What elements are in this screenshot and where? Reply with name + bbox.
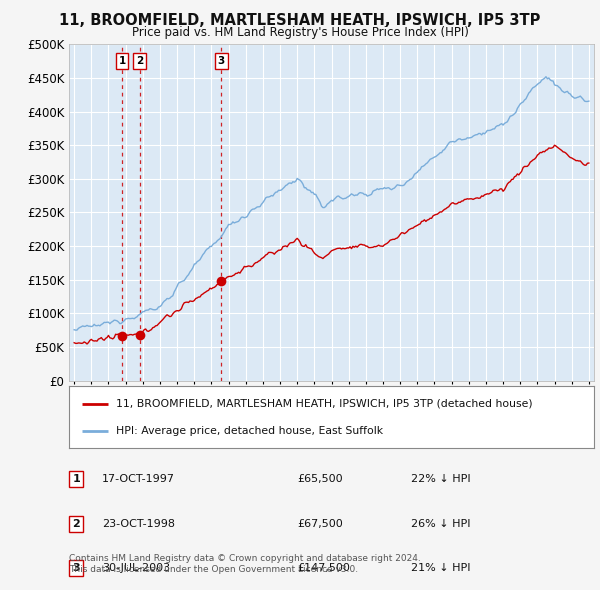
Text: 17-OCT-1997: 17-OCT-1997 [102, 474, 175, 484]
Text: 21% ↓ HPI: 21% ↓ HPI [411, 563, 470, 573]
Text: Price paid vs. HM Land Registry's House Price Index (HPI): Price paid vs. HM Land Registry's House … [131, 26, 469, 39]
Text: 26% ↓ HPI: 26% ↓ HPI [411, 519, 470, 529]
Text: £65,500: £65,500 [297, 474, 343, 484]
Text: 30-JUL-2003: 30-JUL-2003 [102, 563, 170, 573]
Text: 1: 1 [118, 56, 125, 66]
Text: 11, BROOMFIELD, MARTLESHAM HEATH, IPSWICH, IP5 3TP (detached house): 11, BROOMFIELD, MARTLESHAM HEATH, IPSWIC… [116, 399, 533, 409]
Text: 2: 2 [136, 56, 143, 66]
Text: £67,500: £67,500 [297, 519, 343, 529]
Text: 3: 3 [218, 56, 225, 66]
Text: 3: 3 [73, 563, 80, 573]
Text: 22% ↓ HPI: 22% ↓ HPI [411, 474, 470, 484]
Text: Contains HM Land Registry data © Crown copyright and database right 2024.: Contains HM Land Registry data © Crown c… [69, 555, 421, 563]
Text: HPI: Average price, detached house, East Suffolk: HPI: Average price, detached house, East… [116, 426, 383, 436]
Text: 1: 1 [73, 474, 80, 484]
Text: 11, BROOMFIELD, MARTLESHAM HEATH, IPSWICH, IP5 3TP: 11, BROOMFIELD, MARTLESHAM HEATH, IPSWIC… [59, 13, 541, 28]
Text: This data is licensed under the Open Government Licence v3.0.: This data is licensed under the Open Gov… [69, 565, 358, 574]
Text: £147,500: £147,500 [297, 563, 350, 573]
Text: 23-OCT-1998: 23-OCT-1998 [102, 519, 175, 529]
Text: 2: 2 [73, 519, 80, 529]
